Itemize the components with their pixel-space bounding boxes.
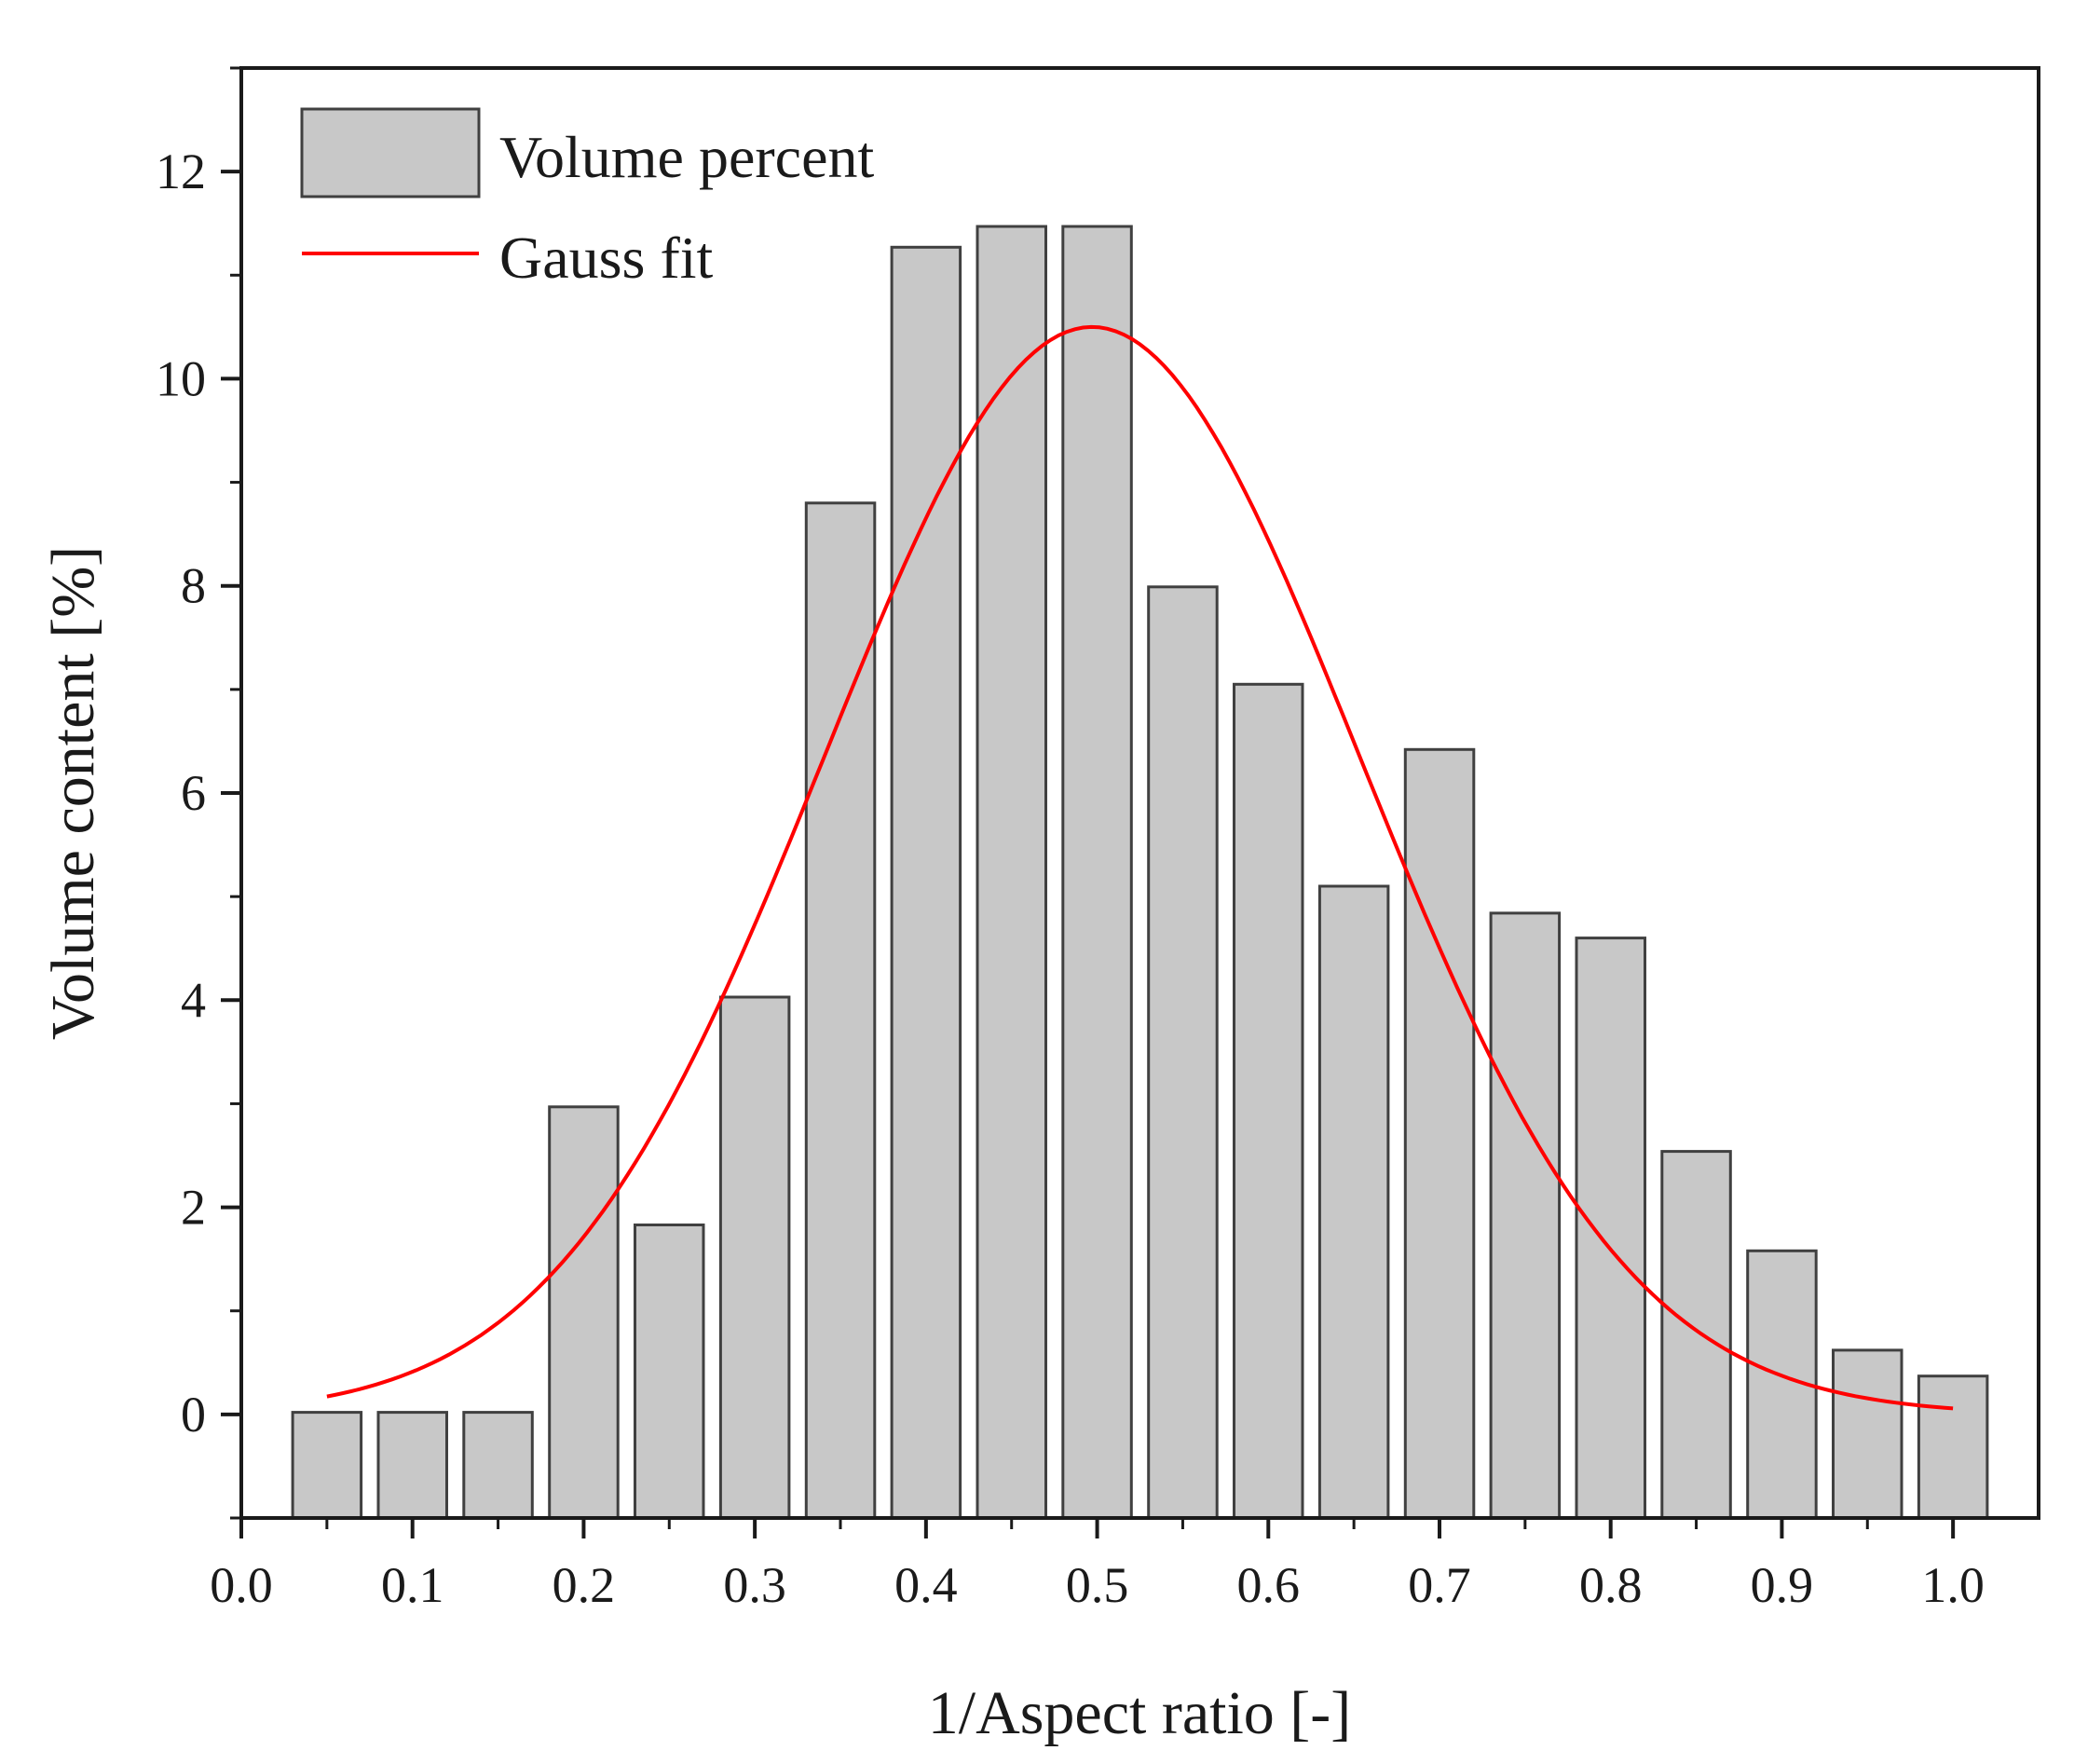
bar (1660, 1150, 1732, 1520)
y-tick-label: 6 (181, 765, 206, 821)
bar (1917, 1374, 1989, 1520)
axes-layer: 0.0 0.1 0.2 0.3 0.4 0.5 0.6 0.7 0.8 0.9 1.0 0 2 4 6 8 10… (156, 66, 1985, 1613)
y-tick-label: 10 (156, 350, 206, 406)
y-tick-label: 4 (181, 972, 206, 1028)
x-tick-label: 0.0 (210, 1557, 273, 1613)
bar (1403, 747, 1476, 1520)
legend-label-volume-percent: Volume percent (499, 124, 874, 190)
bar (634, 1224, 705, 1520)
y-tick-label: 2 (181, 1180, 206, 1236)
x-tick-label: 1.0 (1921, 1557, 1985, 1613)
bar (1233, 682, 1304, 1520)
y-axis-title: Volume content [%] (39, 546, 107, 1040)
bar (1575, 937, 1646, 1520)
bar (548, 1105, 620, 1520)
bars-layer (291, 225, 1989, 1520)
x-tick-label: 0.6 (1237, 1557, 1301, 1613)
legend-bar-swatch (300, 107, 481, 198)
bar (462, 1411, 534, 1520)
x-tick-label: 0.5 (1066, 1557, 1129, 1613)
bar (976, 225, 1047, 1520)
bar (376, 1411, 448, 1520)
x-tick-label: 0.9 (1751, 1557, 1814, 1613)
bar (1832, 1348, 1903, 1520)
x-tick-label: 0.2 (553, 1557, 616, 1613)
bar (1061, 225, 1133, 1520)
bar (804, 501, 877, 1520)
y-tick-label: 0 (181, 1387, 206, 1443)
x-tick-label: 0.4 (894, 1557, 958, 1613)
bar (718, 995, 791, 1520)
bar (1147, 585, 1219, 1520)
x-tick-label: 0.3 (723, 1557, 786, 1613)
curve-layer (326, 324, 1954, 1411)
gauss-fit-line (326, 324, 1954, 1411)
bar (1317, 884, 1390, 1520)
y-tick-label: 12 (156, 144, 206, 199)
x-tick-label: 0.8 (1579, 1557, 1643, 1613)
legend-label-gauss-fit: Gauss fit (499, 225, 714, 291)
x-tick-label: 0.7 (1408, 1557, 1471, 1613)
bar (291, 1411, 363, 1520)
bar (1489, 911, 1562, 1520)
x-tick-label: 0.1 (381, 1557, 444, 1613)
bar (890, 245, 962, 1520)
legend: Volume percent Gauss fit (300, 107, 874, 291)
y-tick-label: 8 (181, 558, 206, 614)
x-axis-title: 1/Aspect ratio [-] (928, 1679, 1352, 1747)
